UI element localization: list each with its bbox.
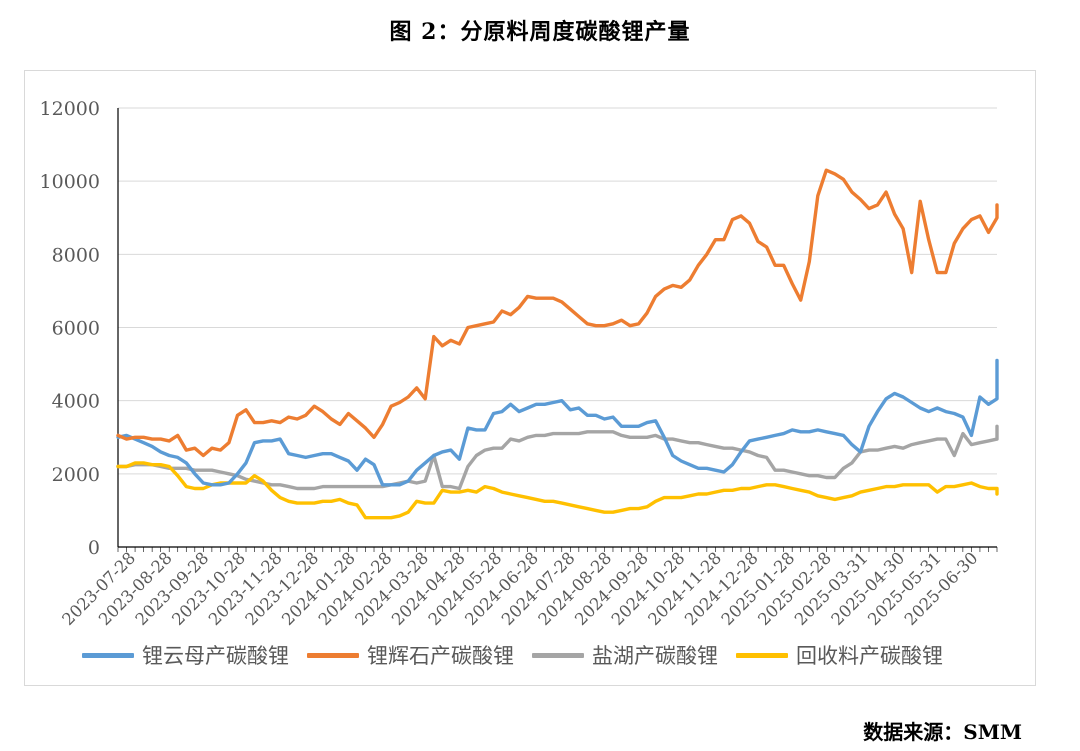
legend-item-salt-lake: 盐湖产碳酸锂 (532, 640, 718, 670)
legend-label-salt-lake: 盐湖产碳酸锂 (592, 644, 718, 668)
chart-legend: 锂云母产碳酸锂 锂辉石产碳酸锂 盐湖产碳酸锂 回收料产碳酸锂 (82, 640, 961, 670)
legend-swatch-lepidolite (82, 652, 134, 658)
y-tick-label-8000: 8000 (52, 244, 100, 266)
figure-title: 图 2：分原料周度碳酸锂产量 (389, 19, 691, 45)
series-line-1 (116, 168, 999, 458)
y-tick-label-0: 0 (88, 537, 100, 559)
legend-swatch-recycled (736, 652, 788, 658)
y-tick-label-6000: 6000 (52, 318, 100, 340)
legend-item-lepidolite: 锂云母产碳酸锂 (82, 640, 289, 670)
legend-swatch-salt-lake (532, 652, 584, 658)
series-line-2 (116, 424, 999, 491)
legend-label-recycled: 回收料产碳酸锂 (796, 644, 943, 668)
legend-label-spodumene: 锂辉石产碳酸锂 (367, 644, 514, 668)
series-line-0 (116, 358, 999, 487)
y-tick-label-4000: 4000 (52, 391, 100, 413)
source-note: 数据来源：SMM (863, 720, 1022, 744)
y-tick-label-12000: 12000 (40, 98, 100, 120)
legend-label-lepidolite: 锂云母产碳酸锂 (142, 644, 289, 668)
legend-swatch-spodumene (307, 652, 359, 658)
legend-item-recycled: 回收料产碳酸锂 (736, 640, 943, 670)
legend-item-spodumene: 锂辉石产碳酸锂 (307, 640, 514, 670)
line-chart: 0200040006000800010000120002023-07-28202… (40, 98, 999, 629)
chart-frame: 0 2000 4000 6000 8000 10000 12000 2023-07-28 202… (24, 70, 1036, 686)
y-tick-label-10000: 10000 (40, 171, 100, 193)
y-tick-label-2000: 2000 (52, 464, 100, 486)
series-line-3 (116, 461, 999, 520)
